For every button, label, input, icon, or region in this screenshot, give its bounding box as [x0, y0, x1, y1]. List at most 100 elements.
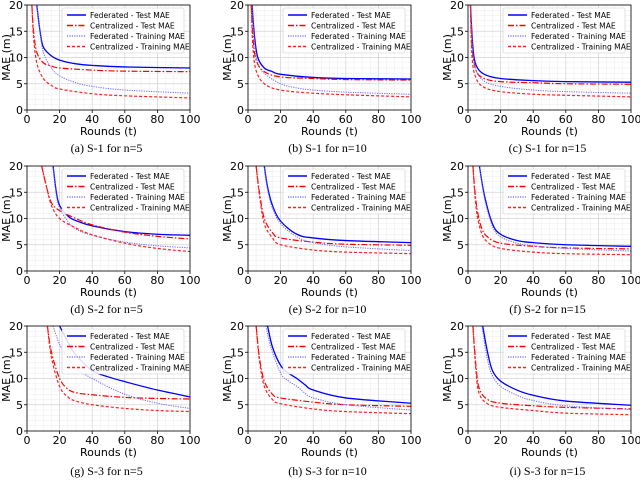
legend: Federated - Test MAE Centralized - Test M… — [283, 329, 411, 374]
legend-label: Centralized - Training MAE — [90, 204, 190, 213]
y-tick-label: 20 — [230, 320, 244, 333]
x-tick-label: 20 — [274, 434, 288, 447]
x-tick-label: 0 — [24, 434, 31, 447]
x-axis-label: Rounds (t) — [521, 125, 578, 138]
y-tick-label: 5 — [237, 399, 244, 412]
subplot-caption: (e) S-2 for n=10 — [289, 302, 367, 316]
y-tick-label: 5 — [457, 78, 464, 91]
y-tick-label: 5 — [16, 78, 23, 91]
x-tick-label: 0 — [24, 113, 31, 126]
legend-label: Federated - Training MAE — [531, 193, 626, 202]
legend-label: Federated - Test MAE — [311, 11, 391, 20]
legend-label: Federated - Training MAE — [311, 32, 406, 41]
x-tick-label: 0 — [245, 274, 252, 287]
y-tick-label: 5 — [16, 399, 23, 412]
y-tick-label: 5 — [16, 239, 23, 252]
y-axis-label: MAE (m) — [441, 195, 454, 242]
legend-label: Centralized - Test MAE — [90, 22, 175, 31]
x-tick-label: 20 — [53, 113, 67, 126]
legend-label: Federated - Test MAE — [311, 332, 391, 341]
y-tick-label: 0 — [16, 265, 23, 278]
x-tick-label: 80 — [371, 113, 385, 126]
legend-label: Centralized - Training MAE — [531, 204, 631, 213]
x-tick-label: 80 — [591, 113, 605, 126]
y-axis-label: MAE (m) — [0, 34, 13, 81]
x-tick-label: 100 — [180, 113, 201, 126]
y-axis-label: MAE (m) — [0, 195, 13, 242]
legend-label: Federated - Training MAE — [90, 193, 185, 202]
legend-label: Federated - Test MAE — [531, 172, 611, 181]
x-axis-label: Rounds (t) — [80, 125, 137, 138]
legend-label: Centralized - Training MAE — [311, 204, 411, 213]
legend-label: Centralized - Training MAE — [90, 364, 190, 373]
x-tick-label: 0 — [245, 434, 252, 447]
x-tick-label: 0 — [24, 274, 31, 287]
legend-label: Centralized - Test MAE — [311, 183, 396, 192]
x-tick-label: 0 — [465, 274, 472, 287]
legend-label: Federated - Training MAE — [531, 32, 626, 41]
x-tick-label: 0 — [465, 434, 472, 447]
x-tick-label: 80 — [371, 274, 385, 287]
x-axis-label: Rounds (t) — [80, 446, 137, 459]
x-axis-label: Rounds (t) — [521, 446, 578, 459]
x-axis-label: Rounds (t) — [301, 125, 358, 138]
x-axis-label: Rounds (t) — [301, 446, 358, 459]
legend-label: Federated - Test MAE — [90, 332, 170, 341]
y-tick-label: 20 — [9, 160, 23, 173]
legend-label: Federated - Training MAE — [311, 353, 406, 362]
x-tick-label: 20 — [53, 434, 67, 447]
x-tick-label: 0 — [465, 113, 472, 126]
legend-label: Federated - Test MAE — [531, 11, 611, 20]
legend-label: Centralized - Test MAE — [90, 183, 175, 192]
x-axis-label: Rounds (t) — [80, 286, 137, 299]
subplot-caption: (c) S-1 for n=15 — [509, 141, 587, 155]
legend-label: Centralized - Training MAE — [311, 43, 411, 52]
legend-label: Federated - Test MAE — [531, 332, 611, 341]
y-axis-label: MAE (m) — [221, 34, 234, 81]
x-tick-label: 20 — [53, 274, 67, 287]
y-tick-label: 20 — [230, 160, 244, 173]
y-tick-label: 0 — [457, 425, 464, 438]
x-tick-label: 20 — [494, 274, 508, 287]
y-axis-label: MAE (m) — [0, 355, 13, 402]
x-tick-label: 80 — [150, 113, 164, 126]
y-axis-label: MAE (m) — [441, 355, 454, 402]
x-axis-label: Rounds (t) — [301, 286, 358, 299]
x-tick-label: 100 — [401, 434, 422, 447]
x-tick-label: 20 — [494, 434, 508, 447]
y-axis-label: MAE (m) — [441, 34, 454, 81]
legend-label: Federated - Test MAE — [311, 172, 391, 181]
x-tick-label: 80 — [150, 274, 164, 287]
x-tick-label: 20 — [494, 113, 508, 126]
y-tick-label: 20 — [230, 0, 244, 12]
legend-label: Federated - Test MAE — [90, 11, 170, 20]
x-tick-label: 100 — [621, 113, 640, 126]
x-tick-label: 100 — [401, 113, 422, 126]
x-tick-label: 20 — [274, 274, 288, 287]
y-tick-label: 20 — [450, 160, 464, 173]
legend-label: Centralized - Test MAE — [531, 343, 616, 352]
legend-label: Centralized - Test MAE — [311, 343, 396, 352]
legend-label: Centralized - Training MAE — [531, 43, 631, 52]
y-tick-label: 0 — [457, 265, 464, 278]
x-tick-label: 100 — [180, 434, 201, 447]
x-tick-label: 100 — [401, 274, 422, 287]
x-tick-label: 100 — [621, 434, 640, 447]
x-tick-label: 20 — [274, 113, 288, 126]
y-tick-label: 0 — [457, 104, 464, 117]
y-tick-label: 0 — [237, 265, 244, 278]
y-tick-label: 0 — [237, 425, 244, 438]
subplot-caption: (h) S-3 for n=10 — [288, 464, 366, 478]
legend-label: Centralized - Training MAE — [90, 43, 190, 52]
x-tick-label: 80 — [591, 434, 605, 447]
